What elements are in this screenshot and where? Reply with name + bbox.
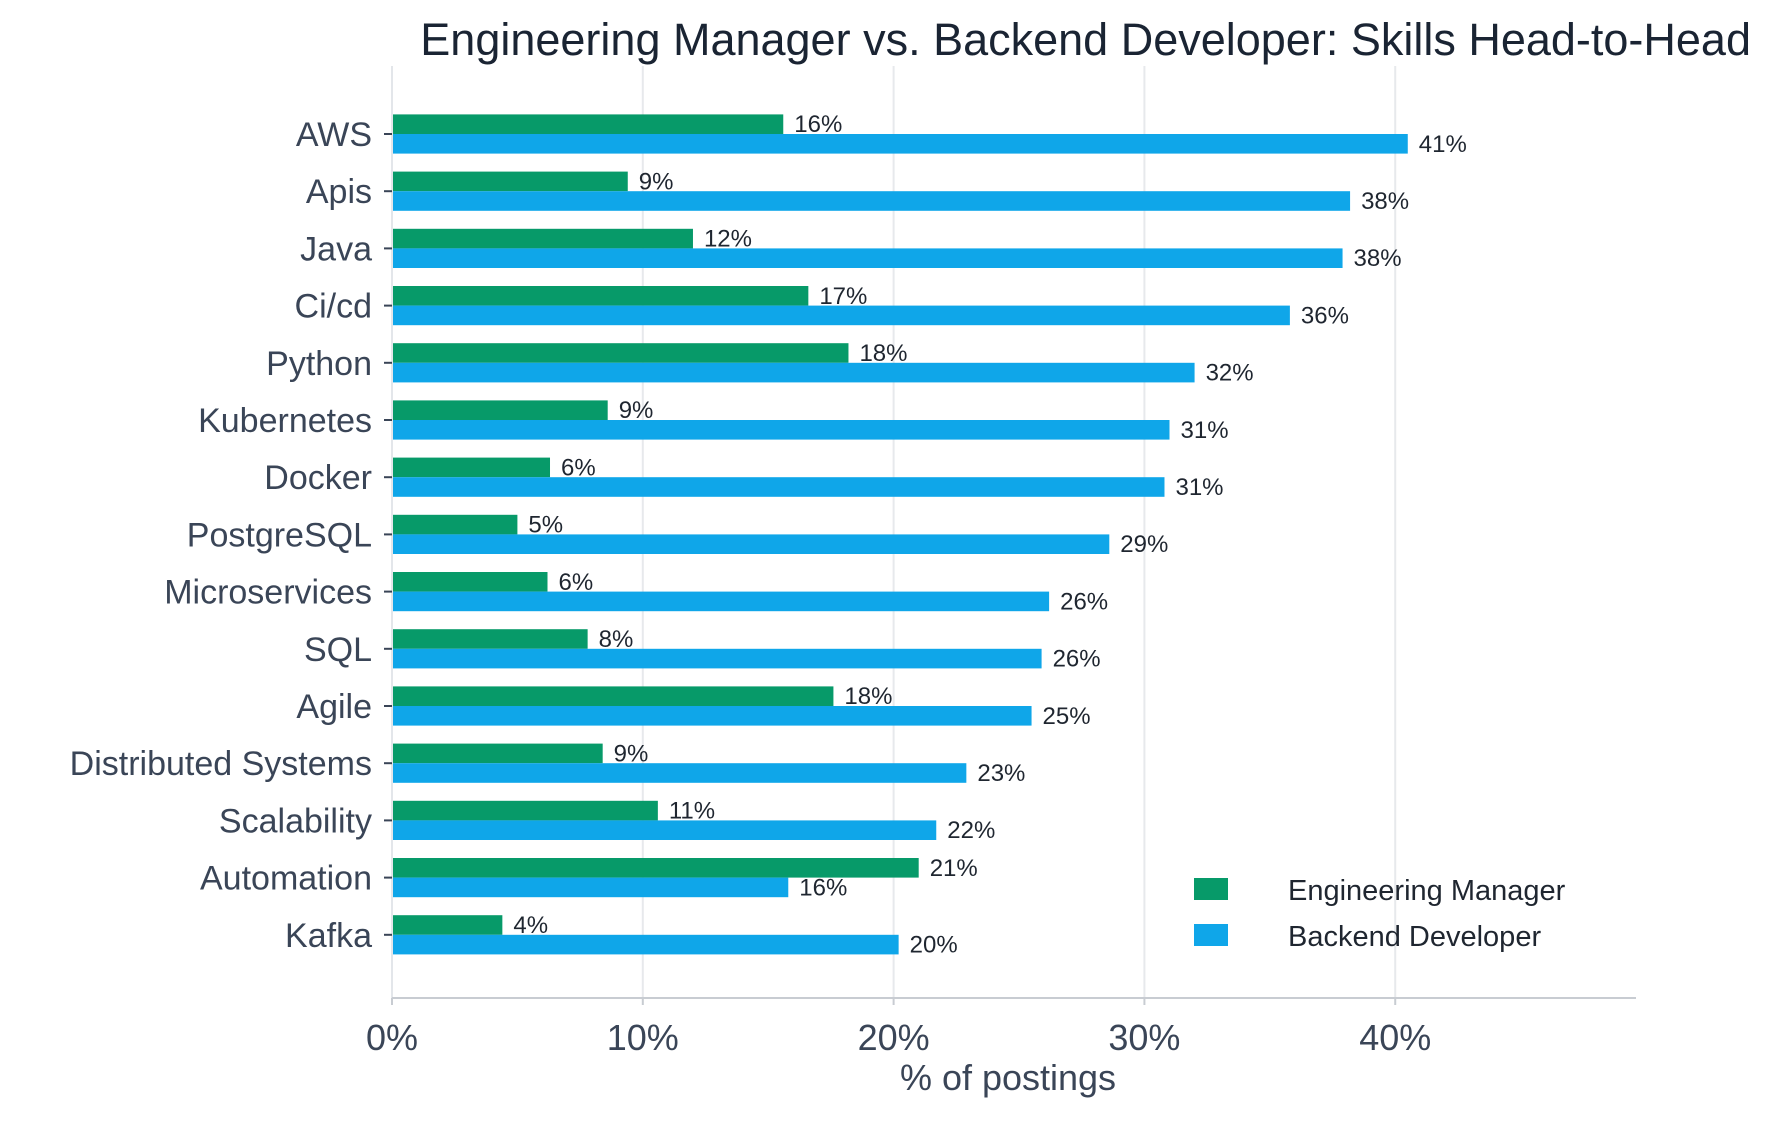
engineering-manager-bar (392, 400, 608, 420)
engineering-manager-bar (392, 343, 849, 363)
legend-label-backend-developer: Backend Developer (1288, 921, 1541, 953)
backend-developer-value-label: 32% (1206, 360, 1254, 387)
engineering-manager-value-label: 21% (930, 855, 978, 882)
engineering-manager-value-label: 9% (614, 740, 649, 767)
y-tick-label: PostgreSQL (187, 516, 372, 554)
engineering-manager-value-label: 6% (559, 569, 594, 596)
legend-label-engineering-manager: Engineering Manager (1288, 875, 1566, 907)
engineering-manager-bar (392, 286, 809, 306)
engineering-manager-bar (392, 743, 603, 764)
backend-developer-value-label: 23% (977, 760, 1025, 787)
backend-developer-bar (392, 648, 1042, 669)
backend-developer-value-label: 38% (1361, 188, 1409, 215)
backend-developer-value-label: 41% (1419, 131, 1467, 158)
backend-developer-bar (392, 248, 1343, 268)
backend-developer-bar (392, 877, 789, 898)
engineering-manager-bar (392, 457, 551, 478)
backend-developer-bar (392, 820, 937, 840)
backend-developer-bar (392, 191, 1351, 211)
backend-developer-value-label: 25% (1043, 703, 1091, 730)
y-tick-label: Apis (306, 173, 372, 211)
y-axis-tick-labels: AWS Apis Java Ci/cd Python Kubernetes Docker Po… (70, 116, 372, 955)
engineering-manager-bar (392, 858, 919, 878)
data-labels: 16% 41% 9% 38% 12% 38% 17% 36% 18% 32% 9% 31% 6% 31% 5… (513, 111, 1466, 958)
y-tick-label: Microservices (164, 574, 372, 612)
y-tick-label: Ci/cd (295, 288, 372, 326)
backend-developer-value-label: 31% (1181, 417, 1229, 444)
x-tick-label: 40% (1359, 1017, 1431, 1058)
engineering-manager-value-label: 5% (528, 512, 563, 539)
backend-developer-value-label: 16% (799, 874, 847, 901)
x-tick-label: 30% (1108, 1017, 1180, 1058)
engineering-manager-bar (392, 572, 548, 592)
bars (392, 114, 1408, 955)
backend-developer-bar (392, 706, 1032, 726)
y-tick-label: Java (300, 230, 372, 268)
axes (384, 66, 1636, 1005)
engineering-manager-value-label: 12% (704, 226, 752, 253)
engineering-manager-value-label: 8% (599, 626, 634, 653)
backend-developer-value-label: 31% (1175, 474, 1223, 501)
engineering-manager-value-label: 18% (859, 340, 907, 367)
backend-developer-value-label: 29% (1120, 531, 1168, 558)
y-tick-label: Docker (264, 459, 372, 497)
x-tick-label: 20% (858, 1017, 930, 1058)
x-axis-label: % of postings (900, 1057, 1116, 1098)
engineering-manager-value-label: 18% (844, 683, 892, 710)
y-tick-label: Agile (296, 688, 372, 726)
engineering-manager-value-label: 4% (513, 912, 548, 939)
legend: Engineering Manager Backend Developer (1194, 875, 1566, 953)
engineering-manager-bar (392, 171, 628, 192)
backend-developer-bar (392, 591, 1050, 612)
y-tick-label: Python (266, 345, 372, 383)
y-tick-label: Kafka (285, 917, 372, 955)
engineering-manager-bar (392, 915, 503, 935)
backend-developer-bar (392, 763, 967, 783)
engineering-manager-bar (392, 629, 588, 649)
y-tick-label: Automation (200, 860, 372, 898)
backend-developer-value-label: 22% (947, 817, 995, 844)
y-tick-label: SQL (304, 631, 372, 669)
backend-developer-bar (392, 477, 1165, 497)
engineering-manager-value-label: 11% (669, 798, 715, 825)
y-tick-label: Kubernetes (198, 402, 372, 440)
y-tick-label: AWS (296, 116, 372, 154)
backend-developer-value-label: 20% (910, 932, 958, 959)
backend-developer-bar (392, 362, 1195, 383)
engineering-manager-value-label: 6% (561, 454, 596, 481)
engineering-manager-bar (392, 228, 693, 249)
backend-developer-value-label: 26% (1053, 646, 1101, 673)
engineering-manager-value-label: 16% (794, 111, 842, 138)
backend-developer-bar (392, 534, 1110, 554)
legend-swatch-engineering-manager (1194, 878, 1228, 900)
engineering-manager-value-label: 9% (639, 168, 674, 195)
backend-developer-bar (392, 305, 1290, 326)
engineering-manager-bar (392, 800, 658, 821)
chart-title: Engineering Manager vs. Backend Develope… (420, 14, 1751, 65)
backend-developer-bar (392, 134, 1408, 154)
x-tick-label: 10% (607, 1017, 679, 1058)
backend-developer-bar (392, 934, 899, 955)
engineering-manager-bar (392, 514, 518, 535)
x-tick-label: 0% (366, 1017, 418, 1058)
y-tick-label: Distributed Systems (70, 745, 372, 783)
legend-swatch-backend-developer (1194, 924, 1228, 946)
engineering-manager-bar (392, 114, 784, 134)
x-axis-tick-labels: 0% 10% 20% 30% 40% (366, 1017, 1431, 1058)
backend-developer-value-label: 38% (1354, 245, 1402, 272)
engineering-manager-value-label: 9% (619, 397, 654, 424)
engineering-manager-value-label: 17% (819, 283, 867, 310)
backend-developer-bar (392, 420, 1170, 440)
y-tick-label: Scalability (219, 802, 372, 840)
engineering-manager-bar (392, 686, 834, 706)
backend-developer-value-label: 26% (1060, 588, 1108, 615)
backend-developer-value-label: 36% (1301, 302, 1349, 329)
